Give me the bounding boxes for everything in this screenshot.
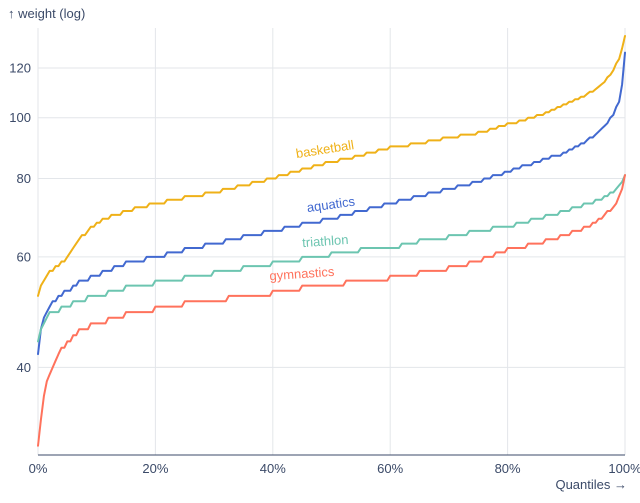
series-line-aquatics: [37, 51, 626, 356]
x-axis-label: Quantiles →: [555, 477, 627, 492]
svg-text:60%: 60%: [377, 461, 403, 476]
series-line-triathlon: [37, 174, 626, 343]
svg-text:0%: 0%: [29, 461, 48, 476]
svg-text:80: 80: [17, 171, 31, 186]
series-line-basketball: [37, 35, 626, 297]
svg-text:40: 40: [17, 360, 31, 375]
series-label-gymnastics: gymnastics: [269, 264, 335, 284]
svg-text:120: 120: [9, 61, 31, 76]
series-line-gymnastics: [37, 174, 626, 447]
svg-text:80%: 80%: [495, 461, 521, 476]
y-tick-labels: 40 60 80 100 120: [9, 61, 31, 375]
svg-text:60: 60: [17, 249, 31, 264]
x-gridlines: [37, 28, 626, 455]
series-triathlon: triathlon: [37, 174, 626, 343]
y-gridlines: [38, 67, 625, 368]
y-axis-label: ↑ weight (log): [8, 6, 86, 21]
series-gymnastics: gymnastics: [37, 174, 626, 447]
series-label-basketball: basketball: [295, 137, 355, 161]
svg-text:20%: 20%: [142, 461, 168, 476]
series-label-triathlon: triathlon: [302, 232, 349, 250]
x-tick-labels: 0% 20% 40% 60% 80% 100%: [29, 461, 640, 476]
series-aquatics: aquatics: [37, 51, 626, 356]
series-label-aquatics: aquatics: [306, 193, 357, 215]
svg-text:100%: 100%: [608, 461, 640, 476]
svg-text:100: 100: [9, 110, 31, 125]
svg-text:40%: 40%: [260, 461, 286, 476]
